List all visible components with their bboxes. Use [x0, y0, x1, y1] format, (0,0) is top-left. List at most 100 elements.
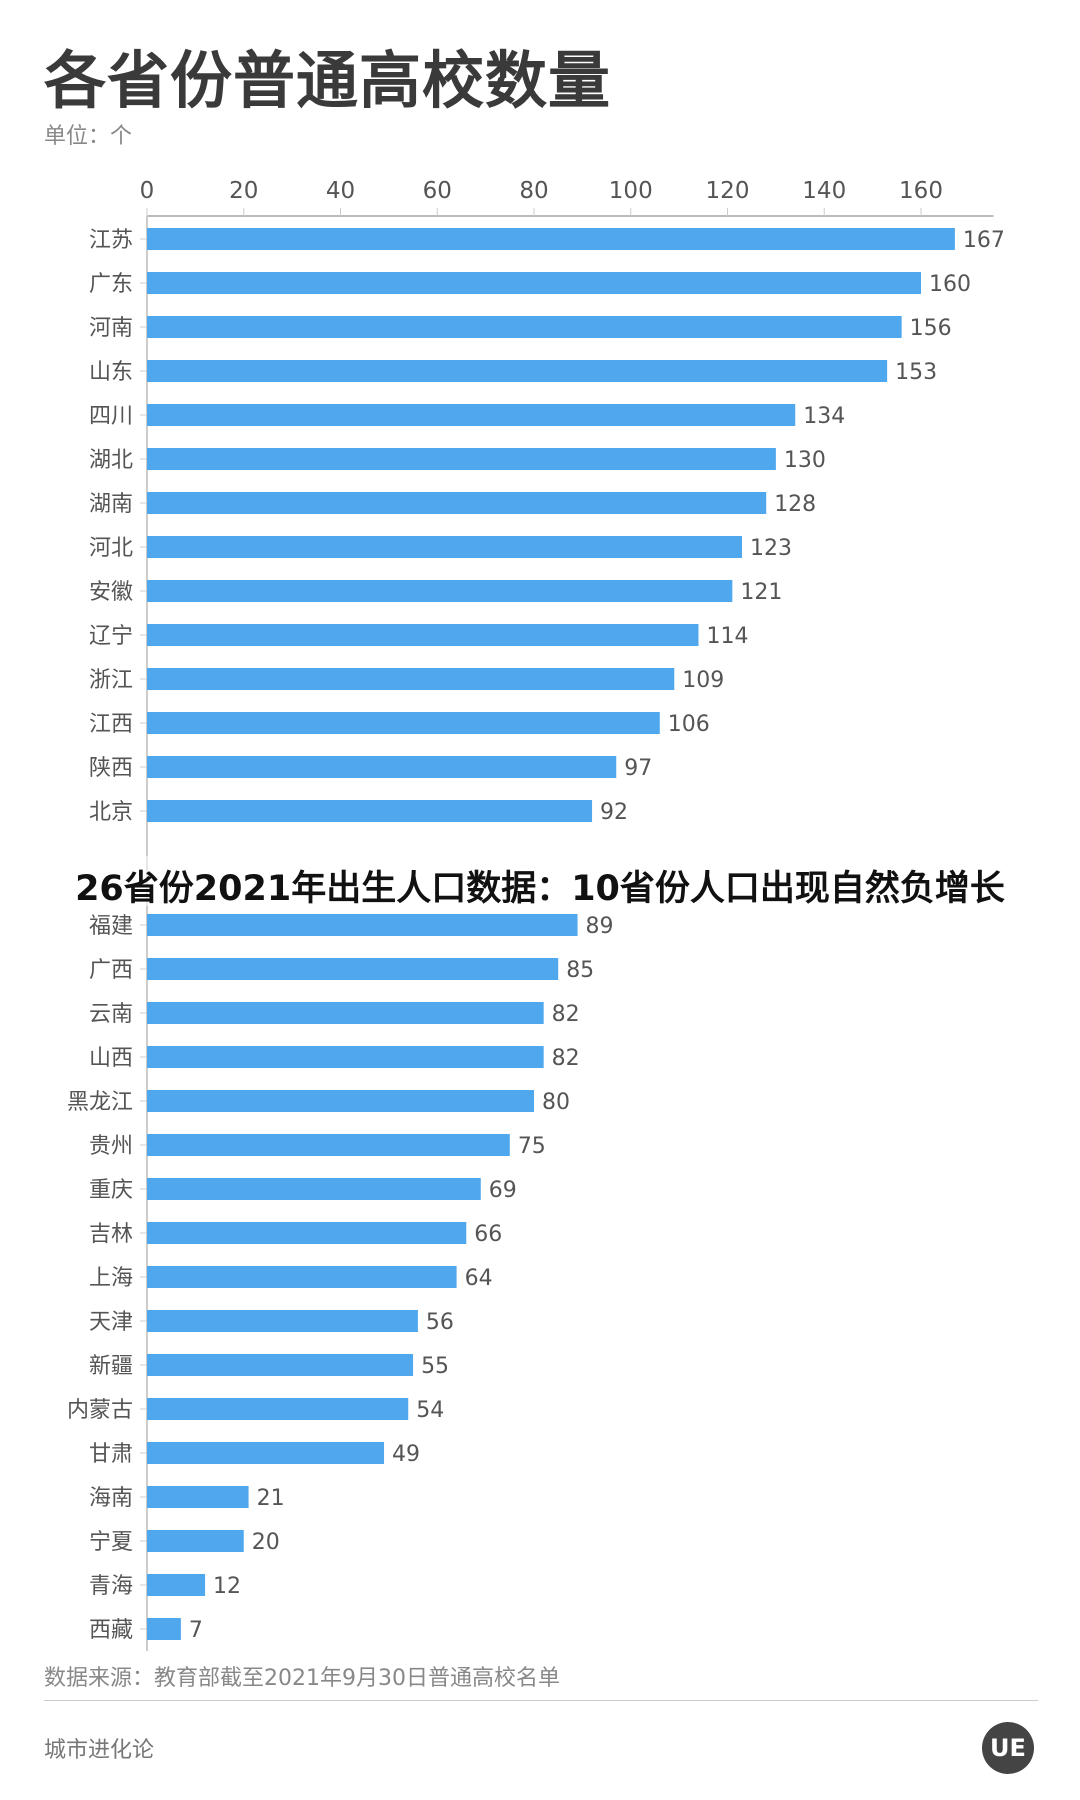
category-label: 广东	[89, 272, 133, 297]
data-label: 114	[706, 624, 748, 649]
x-tick-label: 80	[519, 178, 548, 204]
data-source: 数据来源：教育部截至2021年9月30日普通高校名单	[44, 1666, 560, 1691]
bar	[147, 712, 660, 734]
category-label: 陕西	[89, 756, 133, 781]
bar	[147, 668, 675, 690]
data-label: 7	[189, 1618, 203, 1643]
overlay-banner	[0, 856, 1080, 906]
category-label: 青海	[89, 1574, 133, 1599]
data-label: 97	[624, 756, 652, 781]
bar	[147, 448, 776, 470]
category-label: 江苏	[89, 228, 133, 253]
data-label: 80	[542, 1090, 570, 1115]
category-label: 浙江	[89, 668, 133, 693]
category-label: 黑龙江	[67, 1090, 133, 1115]
category-label: 北京	[89, 800, 133, 825]
bar	[147, 536, 743, 558]
category-label: 广西	[89, 958, 133, 983]
bar	[147, 228, 955, 250]
category-label: 重庆	[89, 1178, 133, 1203]
bar	[147, 1530, 244, 1552]
bar	[147, 272, 921, 294]
data-label: 89	[586, 914, 614, 939]
bar	[147, 1178, 481, 1200]
data-label: 82	[552, 1046, 580, 1071]
category-label: 山东	[89, 360, 133, 385]
category-label: 四川	[89, 404, 133, 429]
unit-label: 单位：个	[44, 124, 133, 149]
data-label: 156	[910, 316, 952, 341]
bar	[147, 1090, 534, 1112]
category-label: 福建	[89, 914, 133, 939]
category-label: 湖北	[89, 448, 133, 473]
category-label: 江西	[89, 712, 133, 737]
data-label: 20	[252, 1530, 280, 1555]
bar	[147, 914, 578, 936]
data-label: 134	[803, 404, 845, 429]
category-label: 海南	[89, 1486, 133, 1511]
data-label: 21	[257, 1486, 285, 1511]
overlay-headline: 26省份2021年出生人口数据：10省份人口出现自然负增长	[75, 869, 1005, 909]
category-label: 天津	[89, 1310, 133, 1335]
bar	[147, 1002, 544, 1024]
data-label: 66	[474, 1222, 502, 1247]
bar	[147, 756, 617, 778]
category-label: 新疆	[89, 1354, 133, 1379]
data-label: 64	[465, 1266, 493, 1291]
divider	[44, 1700, 1038, 1701]
category-label: 河北	[89, 536, 133, 561]
data-label: 160	[929, 272, 971, 297]
category-label: 甘肃	[89, 1442, 133, 1467]
x-tick-label: 40	[326, 178, 355, 204]
category-label: 贵州	[89, 1134, 133, 1159]
category-label: 山西	[89, 1046, 133, 1071]
data-label: 54	[416, 1398, 444, 1423]
data-label: 49	[392, 1442, 420, 1467]
data-label: 85	[566, 958, 594, 983]
data-label: 128	[774, 492, 816, 517]
bar	[147, 492, 767, 514]
x-tick-label: 140	[802, 178, 846, 204]
bar	[147, 580, 733, 602]
data-label: 153	[895, 360, 937, 385]
bar	[147, 1442, 385, 1464]
bar	[147, 1574, 206, 1596]
bar	[147, 1486, 249, 1508]
x-tick-label: 120	[706, 178, 750, 204]
bar	[147, 1222, 467, 1244]
data-label: 109	[682, 668, 724, 693]
category-label: 安徽	[89, 580, 133, 605]
category-label: 河南	[89, 316, 133, 341]
x-tick-label: 100	[609, 178, 653, 204]
category-label: 上海	[89, 1266, 133, 1291]
category-label: 吉林	[89, 1222, 133, 1247]
chart-title: 各省份普通高校数量	[44, 44, 612, 117]
bar	[147, 316, 902, 338]
category-label: 辽宁	[89, 624, 133, 649]
data-label: 130	[784, 448, 826, 473]
brand-name: 城市进化论	[44, 1738, 155, 1763]
category-label: 内蒙古	[67, 1398, 133, 1423]
data-label: 56	[426, 1310, 454, 1335]
data-label: 55	[421, 1354, 449, 1379]
bar	[147, 1310, 418, 1332]
category-label: 宁夏	[89, 1530, 133, 1555]
category-label: 西藏	[89, 1618, 133, 1643]
data-label: 82	[552, 1002, 580, 1027]
data-label: 167	[963, 228, 1005, 253]
bar	[147, 360, 888, 382]
data-label: 123	[750, 536, 792, 561]
data-label: 75	[518, 1134, 546, 1159]
bar	[147, 624, 699, 646]
data-label: 106	[668, 712, 710, 737]
brand-logo: UE	[982, 1722, 1034, 1774]
category-label: 湖南	[89, 492, 133, 517]
bar	[147, 1354, 414, 1376]
x-tick-label: 0	[140, 178, 155, 204]
x-tick-label: 160	[899, 178, 943, 204]
data-label: 12	[213, 1574, 241, 1599]
category-label: 云南	[89, 1002, 133, 1027]
bar	[147, 404, 796, 426]
data-label: 69	[489, 1178, 517, 1203]
